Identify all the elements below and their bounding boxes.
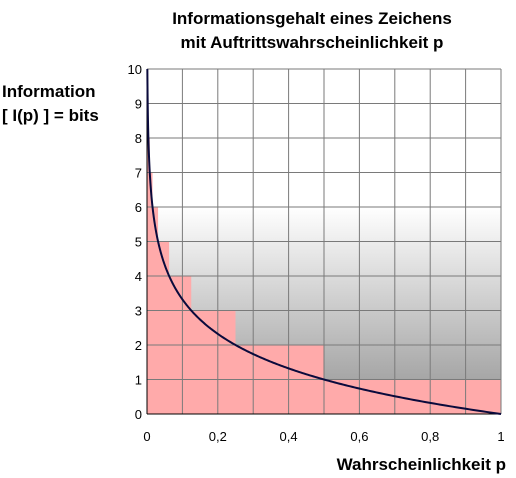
chart-title-line-1: Informationsgehalt eines Zeichens [172, 9, 452, 28]
y-tick-label: 2 [135, 338, 142, 353]
x-tick-label: 0 [143, 429, 150, 444]
chart-title-line-2: mit Auftrittswahrscheinlichkeit p [180, 33, 444, 52]
x-axis-label: Wahrscheinlichkeit p [336, 455, 506, 474]
y-axis-label-line-1: Information [2, 82, 96, 101]
y-axis-label: Information [ I(p) ] = bits [2, 80, 99, 128]
y-tick-label: 1 [135, 373, 142, 388]
y-tick-label: 5 [135, 235, 142, 250]
x-tick-label: 0,4 [280, 429, 298, 444]
chart-title: Informationsgehalt eines Zeichens mit Au… [112, 7, 512, 55]
x-tick-label: 0,6 [350, 429, 368, 444]
x-tick-label: 0,2 [209, 429, 227, 444]
y-axis-label-line-2: [ I(p) ] = bits [2, 106, 99, 125]
y-tick-label: 0 [135, 407, 142, 422]
step-bar-1 [324, 379, 501, 414]
y-tick-label: 6 [135, 200, 142, 215]
x-tick-label: 0,8 [421, 429, 439, 444]
y-tick-label: 9 [135, 97, 142, 112]
y-tick-label: 7 [135, 166, 142, 181]
y-tick-label: 8 [135, 131, 142, 146]
y-tick-label: 10 [128, 62, 142, 77]
x-tick-label: 1 [497, 429, 504, 444]
y-tick-label: 3 [135, 304, 142, 319]
y-tick-label: 4 [135, 269, 142, 284]
information-curve [146, 68, 502, 415]
